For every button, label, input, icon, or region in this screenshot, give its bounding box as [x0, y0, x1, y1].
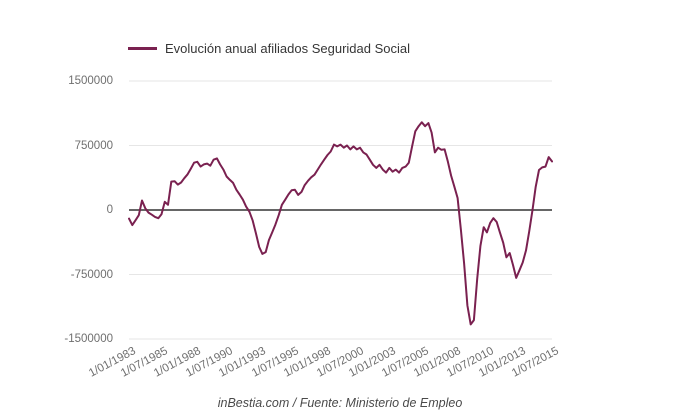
y-axis-label: -750000 [70, 268, 113, 281]
y-axis-label: -1500000 [64, 333, 113, 345]
data-series-line [128, 121, 553, 326]
chart-legend: Evolución anual afiliados Seguridad Soci… [128, 40, 410, 56]
y-axis-label: 750000 [74, 139, 113, 152]
y-axis-label: 1500000 [68, 75, 113, 87]
legend-line-swatch [128, 46, 157, 50]
source-credit: inBestia.com / Fuente: Ministerio de Emp… [217, 396, 463, 410]
y-axis-label: 0 [106, 204, 113, 216]
legend-series-label: Evolución anual afiliados Seguridad Soci… [165, 40, 410, 56]
